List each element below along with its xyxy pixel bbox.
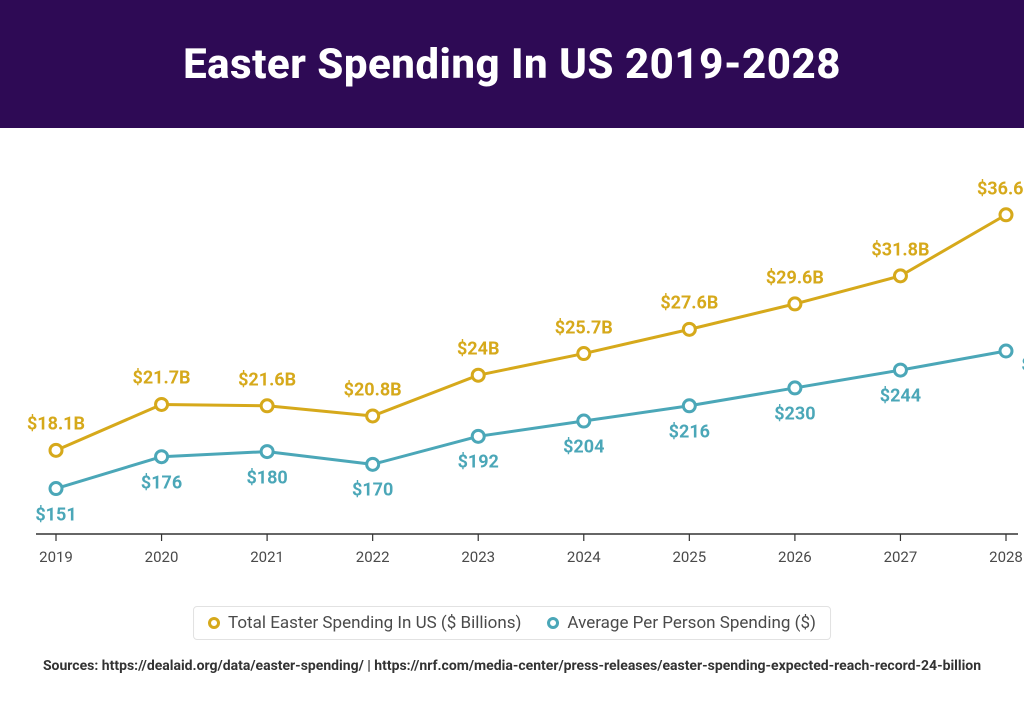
x-axis-tick: 2028 [989, 548, 1023, 566]
data-point-label: $216 [669, 421, 710, 442]
x-axis-tick: 2022 [356, 548, 390, 566]
data-point-label: $31.8B [871, 239, 929, 260]
data-point-label: $36.6B [977, 178, 1024, 199]
data-point-label: $170 [352, 480, 393, 501]
data-point-label: $29.6B [766, 267, 824, 288]
data-point-label: $21.6B [238, 369, 296, 390]
data-point-label: $180 [246, 467, 287, 488]
data-point-label: $230 [774, 403, 815, 424]
data-point-label: $151 [35, 504, 76, 525]
chart-svg [0, 128, 1024, 568]
x-axis-tick: 2026 [778, 548, 812, 566]
data-point-label: $204 [563, 437, 604, 458]
data-point-label: $18.1B [27, 414, 85, 435]
legend-marker-icon [547, 617, 559, 629]
x-axis-tick: 2019 [39, 548, 73, 566]
data-point-label: $25.7B [555, 317, 613, 338]
data-point-label: $244 [880, 386, 921, 407]
line-chart: $18.1B $21.7B $21.6B $20.8B $24B $25.7B $27.6B… [0, 128, 1024, 568]
legend-item-per-person: Average Per Person Spending ($) [547, 613, 816, 633]
legend-marker-icon [208, 617, 220, 629]
legend-item-total: Total Easter Spending In US ($ Billions) [208, 613, 521, 633]
x-axis-tick: 2024 [567, 548, 601, 566]
legend-label: Total Easter Spending In US ($ Billions) [228, 613, 521, 633]
x-axis-tick: 2021 [250, 548, 284, 566]
data-point-label: $21.7B [133, 368, 191, 389]
x-axis-tick: 2020 [145, 548, 179, 566]
page-title: Easter Spending In US 2019-2028 [183, 40, 841, 89]
x-axis-tick: 2023 [461, 548, 495, 566]
sources-caption: Sources: https://dealaid.org/data/easter… [0, 658, 1024, 674]
legend-label: Average Per Person Spending ($) [567, 613, 816, 633]
data-point-label: $24B [457, 339, 499, 360]
data-point-label: $27.6B [660, 293, 718, 314]
data-point-label: $192 [458, 452, 499, 473]
x-axis-tick: 2027 [884, 548, 918, 566]
title-banner: Easter Spending In US 2019-2028 [0, 0, 1024, 128]
x-axis-tick: 2025 [672, 548, 706, 566]
data-point-label: $20.8B [344, 379, 402, 400]
chart-legend: Total Easter Spending In US ($ Billions)… [193, 606, 831, 640]
data-point-label: $176 [141, 472, 182, 493]
